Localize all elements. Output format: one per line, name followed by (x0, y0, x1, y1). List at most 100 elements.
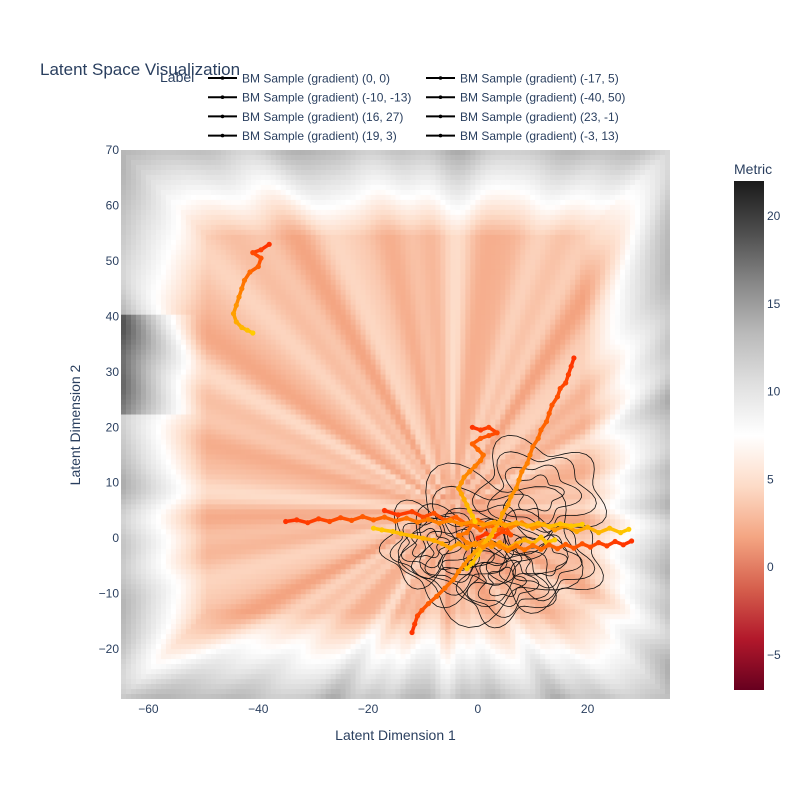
heatmap-cell (190, 649, 197, 655)
heatmap-cell (185, 329, 192, 336)
heatmap-cell (280, 150, 287, 156)
heatmap-cell (145, 334, 152, 341)
heatmap-cell (305, 404, 312, 411)
heatmap-cell (235, 364, 242, 371)
heatmap-cell (310, 274, 317, 281)
heatmap-cell (190, 674, 197, 680)
heatmap-cell (145, 614, 152, 620)
heatmap-cell (210, 254, 217, 261)
heatmap-cell (130, 449, 137, 456)
heatmap-cell (170, 454, 177, 461)
heatmap-cell (275, 229, 282, 236)
heatmap-cell (250, 159, 257, 166)
heatmap-cell (260, 274, 267, 281)
heatmap-cell (315, 399, 322, 406)
heatmap-cell (285, 644, 292, 650)
heatmap-cell (255, 164, 262, 171)
heatmap-cell (290, 349, 297, 356)
heatmap-cell (190, 169, 197, 176)
heatmap-cell (210, 174, 217, 181)
heatmap-cell (240, 489, 247, 495)
heatmap-cell (245, 599, 252, 605)
heatmap-cell (320, 514, 327, 520)
heatmap-cell (255, 184, 262, 191)
heatmap-cell (220, 679, 227, 685)
heatmap-cell (340, 419, 347, 426)
heatmap-cell (175, 679, 182, 685)
heatmap-cell (275, 504, 282, 510)
heatmap-cell (175, 199, 182, 206)
heatmap-cell (250, 439, 257, 446)
heatmap-cell (265, 319, 272, 326)
heatmap-cell (290, 664, 297, 670)
heatmap-cell (335, 219, 342, 226)
heatmap-cell (260, 150, 267, 156)
heatmap-cell (245, 574, 252, 580)
heatmap-cell (245, 689, 252, 695)
heatmap-cell (215, 619, 222, 625)
heatmap-cell (135, 159, 142, 166)
heatmap-cell (225, 159, 232, 166)
heatmap-cell (245, 334, 252, 341)
heatmap-cell (265, 489, 272, 495)
heatmap-cell (210, 534, 217, 540)
heatmap-cell (180, 399, 187, 406)
heatmap-cell (185, 664, 192, 670)
heatmap-cell (310, 164, 317, 171)
heatmap-cell (210, 454, 217, 461)
heatmap-cell (235, 494, 242, 500)
heatmap-cell (195, 549, 202, 555)
heatmap-cell (335, 559, 342, 565)
heatmap-cell (315, 484, 322, 490)
heatmap-cell (210, 179, 217, 186)
heatmap-cell (205, 604, 212, 610)
heatmap-cell (170, 279, 177, 286)
heatmap-cell (275, 219, 282, 226)
heatmap-cell (205, 254, 212, 261)
heatmap-cell (165, 279, 172, 286)
heatmap-cell (200, 174, 207, 181)
heatmap-cell (290, 649, 297, 655)
heatmap-cell (225, 419, 232, 426)
heatmap-cell (215, 554, 222, 560)
heatmap-cell (295, 524, 302, 530)
heatmap-cell (210, 369, 217, 376)
heatmap-cell (330, 369, 337, 376)
heatmap-cell (205, 569, 212, 575)
heatmap-cell (155, 679, 162, 685)
heatmap-cell (315, 234, 322, 241)
heatmap-cell (315, 249, 322, 256)
heatmap-cell (310, 679, 317, 685)
heatmap-cell (295, 559, 302, 565)
heatmap-cell (140, 684, 147, 690)
heatmap-cell (275, 254, 282, 261)
heatmap-cell (215, 150, 222, 156)
heatmap-cell (225, 464, 232, 471)
heatmap-cell (315, 504, 322, 510)
heatmap-cell (245, 504, 252, 510)
heatmap-cell (145, 194, 152, 201)
heatmap-cell (121, 229, 127, 236)
heatmap-cell (200, 649, 207, 655)
heatmap-cell (270, 429, 277, 436)
heatmap-cell (290, 564, 297, 570)
heatmap-cell (140, 194, 147, 201)
heatmap-cell (170, 594, 177, 600)
heatmap-cell (200, 684, 207, 690)
heatmap-cell (265, 229, 272, 236)
heatmap-cell (175, 389, 182, 396)
heatmap-cell (150, 284, 157, 291)
heatmap-cell (155, 524, 162, 530)
heatmap-cell (210, 614, 217, 620)
heatmap-cell (190, 434, 197, 441)
heatmap-cell (185, 469, 192, 476)
heatmap-cell (170, 174, 177, 181)
heatmap-cell (270, 399, 277, 406)
heatmap-cell (150, 219, 157, 226)
heatmap-cell (290, 544, 297, 550)
heatmap-cell (255, 239, 262, 246)
heatmap-cell (165, 229, 172, 236)
heatmap-cell (305, 224, 312, 231)
heatmap-cell (125, 194, 132, 201)
heatmap-cell (121, 209, 127, 216)
